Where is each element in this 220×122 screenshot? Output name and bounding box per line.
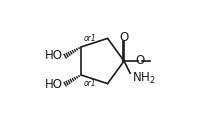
Text: or1: or1 xyxy=(84,79,97,88)
Text: or1: or1 xyxy=(84,34,97,43)
Text: HO: HO xyxy=(45,49,63,62)
Text: HO: HO xyxy=(45,78,63,91)
Text: O: O xyxy=(136,55,145,67)
Text: NH$_2$: NH$_2$ xyxy=(132,71,156,86)
Text: O: O xyxy=(119,31,129,44)
